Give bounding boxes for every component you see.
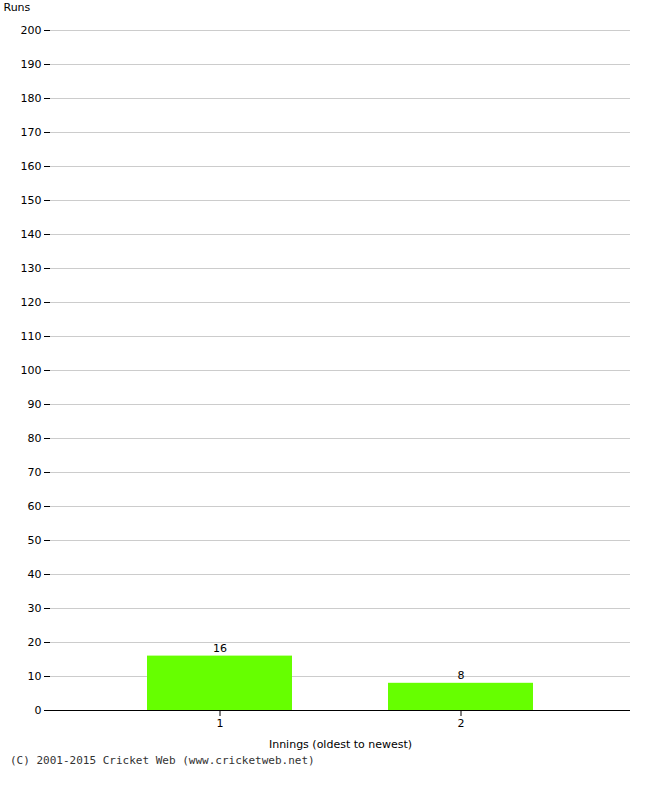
svg-text:60: 60 xyxy=(28,500,42,513)
svg-text:40: 40 xyxy=(28,568,42,581)
svg-text:90: 90 xyxy=(28,398,42,411)
svg-text:130: 130 xyxy=(21,262,42,275)
svg-text:16: 16 xyxy=(213,642,227,655)
svg-text:Innings (oldest to newest): Innings (oldest to newest) xyxy=(269,738,412,751)
svg-text:2: 2 xyxy=(458,717,465,730)
svg-text:180: 180 xyxy=(21,92,42,105)
svg-text:50: 50 xyxy=(28,534,42,547)
svg-text:1: 1 xyxy=(217,717,224,730)
svg-text:10: 10 xyxy=(28,670,42,683)
svg-text:200: 200 xyxy=(21,24,42,37)
svg-text:140: 140 xyxy=(21,228,42,241)
svg-text:190: 190 xyxy=(21,58,42,71)
svg-text:80: 80 xyxy=(28,432,42,445)
svg-text:0: 0 xyxy=(35,704,42,717)
svg-text:170: 170 xyxy=(21,126,42,139)
svg-text:Runs: Runs xyxy=(4,1,31,14)
svg-text:160: 160 xyxy=(21,160,42,173)
svg-text:150: 150 xyxy=(21,194,42,207)
html-text:(C) 2001-2015 Cricket Web (www: (C) 2001-2015 Cricket Web (www.cricketwe… xyxy=(10,754,315,767)
svg-text:30: 30 xyxy=(28,602,42,615)
svg-text:20: 20 xyxy=(28,636,42,649)
svg-text:120: 120 xyxy=(21,296,42,309)
svg-text:110: 110 xyxy=(21,330,42,343)
svg-text:70: 70 xyxy=(28,466,42,479)
svg-text:8: 8 xyxy=(458,669,465,682)
svg-text:100: 100 xyxy=(21,364,42,377)
